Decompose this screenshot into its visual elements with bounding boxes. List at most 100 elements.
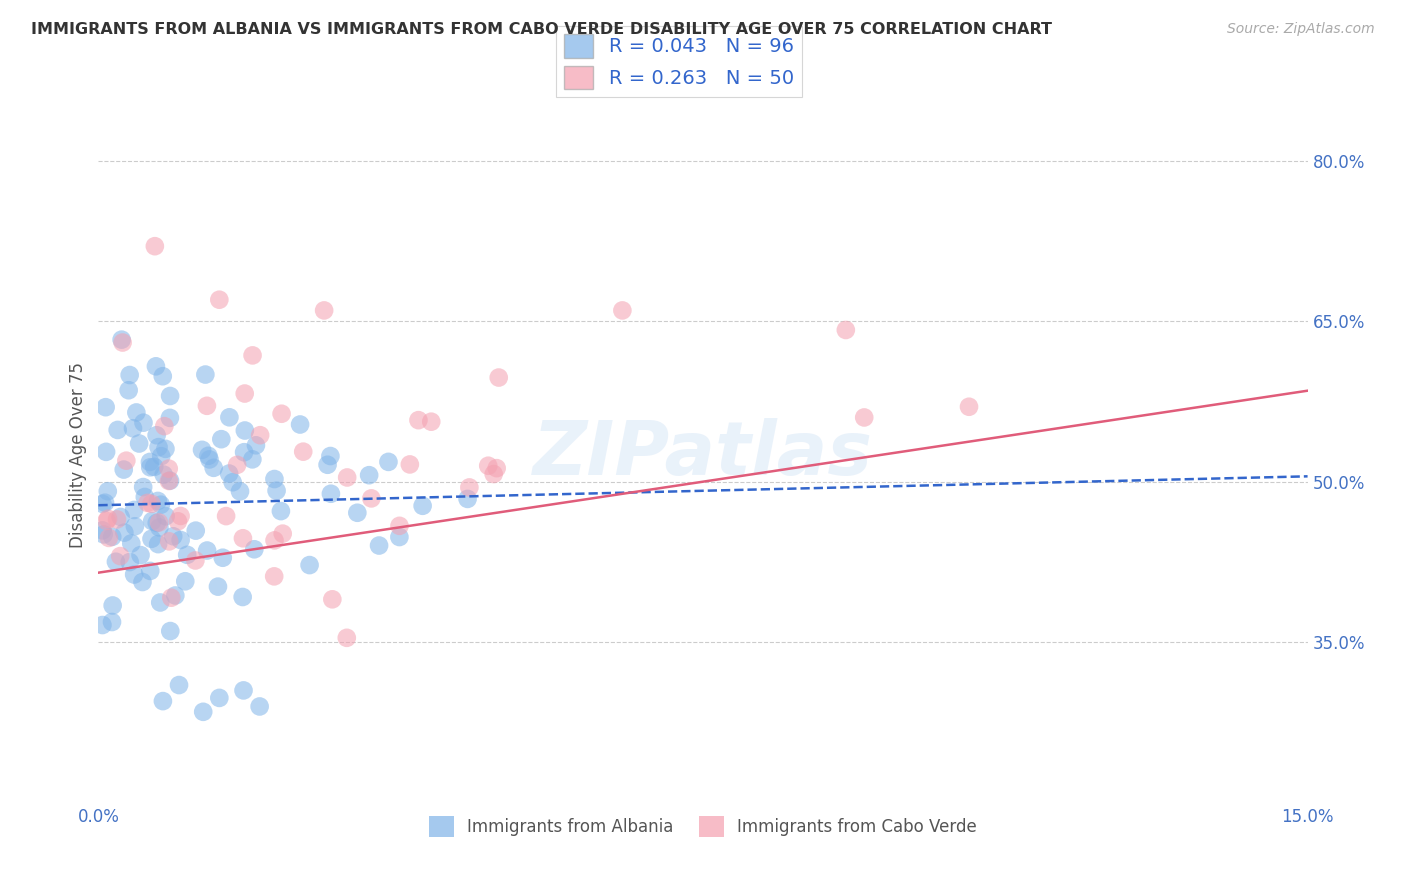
Point xyxy=(207,580,229,594)
Point xyxy=(152,694,174,708)
Point xyxy=(420,415,443,429)
Point xyxy=(134,490,156,504)
Point xyxy=(122,503,145,517)
Point xyxy=(488,370,510,384)
Point xyxy=(118,383,141,397)
Point xyxy=(208,690,231,705)
Text: Source: ZipAtlas.com: Source: ZipAtlas.com xyxy=(1227,22,1375,37)
Point xyxy=(336,470,359,484)
Point xyxy=(197,449,219,463)
Point xyxy=(146,537,169,551)
Point xyxy=(141,514,163,528)
Point xyxy=(208,293,231,307)
Point xyxy=(233,386,256,401)
Point xyxy=(122,567,145,582)
Point xyxy=(145,428,167,442)
Point xyxy=(408,413,430,427)
Point xyxy=(157,474,180,488)
Point xyxy=(148,516,170,530)
Point xyxy=(233,445,256,459)
Point xyxy=(321,592,343,607)
Point xyxy=(346,506,368,520)
Point xyxy=(482,467,505,481)
Point xyxy=(159,389,181,403)
Point xyxy=(136,496,159,510)
Point xyxy=(271,526,294,541)
Point xyxy=(111,335,134,350)
Point xyxy=(145,359,167,374)
Point xyxy=(457,491,479,506)
Point xyxy=(336,631,359,645)
Point xyxy=(232,590,254,604)
Point xyxy=(91,497,114,511)
Point xyxy=(96,514,118,528)
Point xyxy=(91,524,114,538)
Point xyxy=(101,530,124,544)
Point xyxy=(957,400,980,414)
Point xyxy=(97,512,120,526)
Point xyxy=(249,699,271,714)
Point xyxy=(141,497,163,511)
Point xyxy=(139,455,162,469)
Point xyxy=(159,410,181,425)
Point xyxy=(218,410,240,425)
Point xyxy=(612,303,634,318)
Point xyxy=(412,499,434,513)
Text: ZIPatlas: ZIPatlas xyxy=(533,418,873,491)
Point xyxy=(143,459,166,474)
Point xyxy=(388,519,411,533)
Point xyxy=(218,467,240,481)
Point xyxy=(193,705,215,719)
Point xyxy=(132,416,155,430)
Point xyxy=(195,543,218,558)
Point xyxy=(149,498,172,512)
Point xyxy=(174,574,197,589)
Point xyxy=(148,520,170,534)
Point xyxy=(155,442,177,456)
Point xyxy=(243,542,266,557)
Point xyxy=(165,589,187,603)
Text: IMMIGRANTS FROM ALBANIA VS IMMIGRANTS FROM CABO VERDE DISABILITY AGE OVER 75 COR: IMMIGRANTS FROM ALBANIA VS IMMIGRANTS FR… xyxy=(31,22,1052,37)
Point xyxy=(360,491,382,506)
Point xyxy=(104,555,127,569)
Point xyxy=(194,368,217,382)
Point xyxy=(388,530,411,544)
Point xyxy=(152,369,174,384)
Point xyxy=(94,400,117,414)
Point xyxy=(316,458,339,472)
Point xyxy=(215,509,238,524)
Point xyxy=(398,458,420,472)
Point xyxy=(266,483,288,498)
Point xyxy=(242,348,264,362)
Point xyxy=(319,487,342,501)
Point xyxy=(270,504,292,518)
Point xyxy=(359,468,381,483)
Point xyxy=(110,549,132,563)
Point xyxy=(159,624,181,638)
Point xyxy=(118,555,141,569)
Point xyxy=(169,533,191,547)
Point xyxy=(314,303,336,318)
Point xyxy=(139,564,162,578)
Point xyxy=(202,460,225,475)
Point xyxy=(122,421,145,435)
Point xyxy=(458,480,481,494)
Point xyxy=(169,508,191,523)
Point xyxy=(377,455,399,469)
Point xyxy=(139,460,162,475)
Point xyxy=(125,405,148,419)
Point xyxy=(157,461,180,475)
Point xyxy=(477,458,499,473)
Point xyxy=(176,548,198,562)
Point xyxy=(240,452,263,467)
Point xyxy=(91,618,114,632)
Point xyxy=(249,428,271,442)
Point xyxy=(124,519,146,533)
Point xyxy=(263,472,285,486)
Point xyxy=(143,239,166,253)
Point xyxy=(160,591,183,605)
Point xyxy=(94,445,117,459)
Point xyxy=(150,449,173,463)
Point xyxy=(129,548,152,562)
Point xyxy=(149,595,172,609)
